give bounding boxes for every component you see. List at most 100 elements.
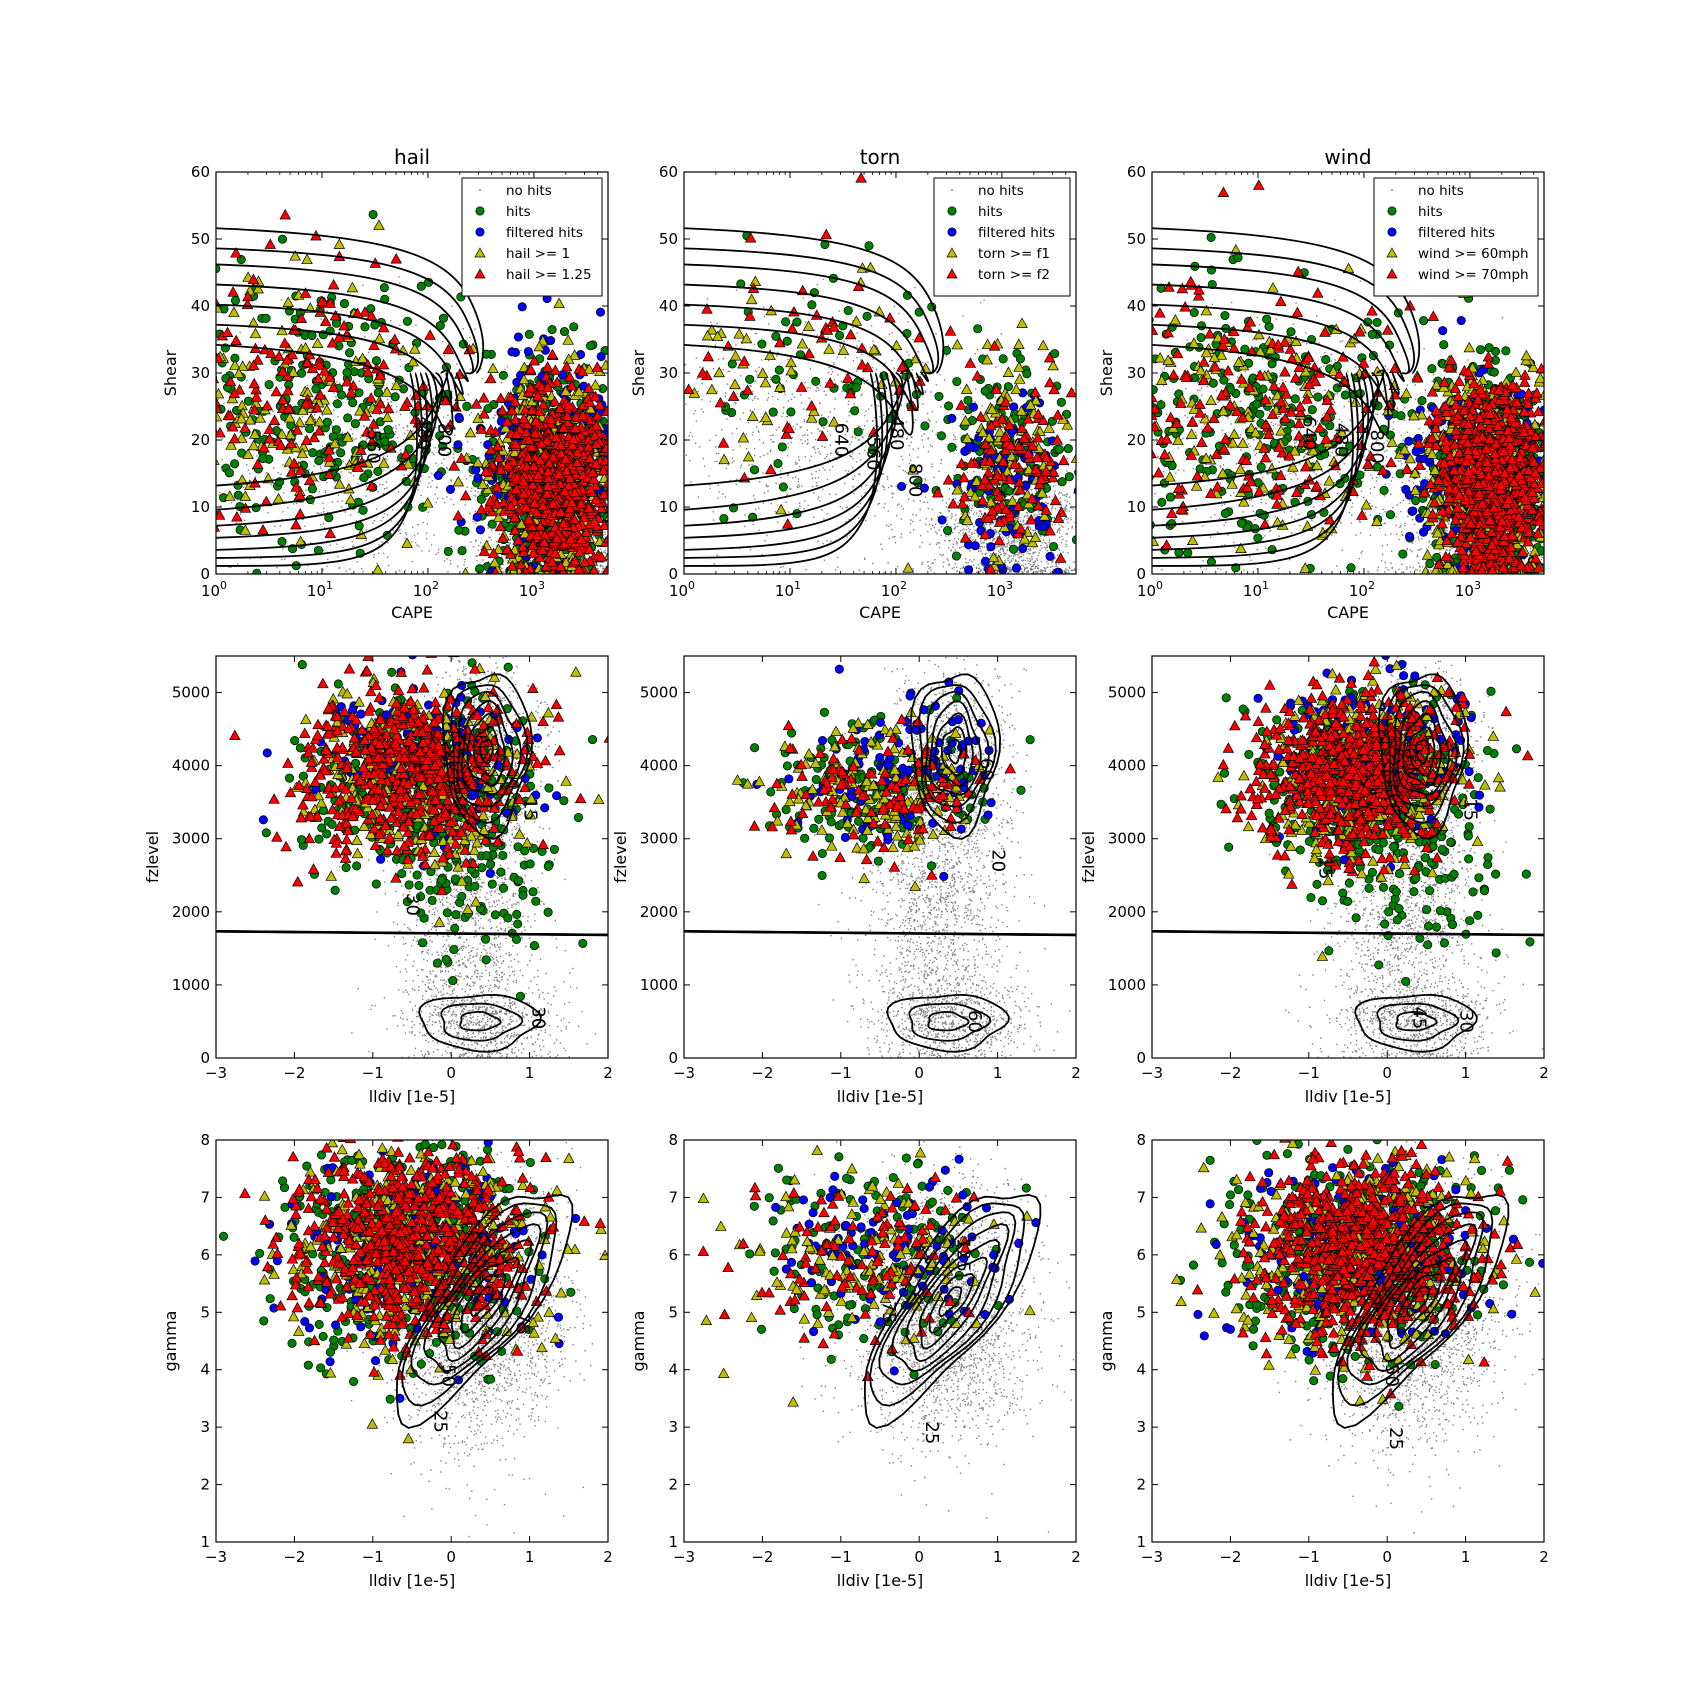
data-point	[336, 448, 346, 458]
data-point	[610, 495, 611, 496]
data-point	[390, 379, 403, 391]
data-point	[223, 402, 225, 405]
data-point	[303, 436, 306, 438]
data-point	[981, 545, 983, 548]
data-point	[316, 512, 318, 514]
data-point	[433, 534, 435, 536]
data-point	[980, 559, 982, 561]
data-point	[609, 569, 610, 570]
data-point	[401, 476, 411, 486]
data-point	[430, 486, 432, 488]
data-point	[382, 402, 395, 414]
data-point	[351, 545, 354, 548]
data-point	[473, 473, 483, 483]
data-point	[382, 516, 384, 519]
data-point	[954, 438, 957, 441]
data-point	[451, 390, 453, 393]
data-point	[1030, 556, 1033, 558]
data-point	[235, 412, 248, 424]
data-point	[227, 286, 239, 297]
data-point	[952, 474, 955, 476]
data-point	[402, 523, 405, 525]
data-point	[583, 502, 595, 513]
data-point	[524, 329, 534, 339]
data-point	[1060, 541, 1062, 544]
data-point	[396, 459, 398, 462]
data-point	[411, 560, 414, 563]
data-point	[553, 468, 565, 480]
y-tick-label: 40	[191, 297, 210, 315]
data-point	[282, 464, 284, 466]
data-point	[508, 446, 521, 457]
data-point	[350, 428, 352, 431]
data-point	[549, 364, 562, 375]
data-point	[1018, 552, 1021, 554]
data-point	[390, 319, 392, 322]
data-point	[1057, 484, 1060, 486]
contour-label: 560	[363, 430, 384, 464]
data-point	[452, 503, 455, 506]
data-point	[246, 464, 248, 466]
data-point	[978, 550, 980, 552]
data-point	[547, 498, 559, 509]
data-point	[497, 553, 499, 555]
data-point	[609, 498, 610, 499]
data-point	[387, 467, 389, 469]
data-point	[480, 441, 482, 444]
data-point	[399, 324, 401, 327]
data-point	[336, 311, 338, 313]
data-point	[362, 469, 365, 471]
data-point	[589, 390, 602, 402]
data-point	[553, 297, 565, 309]
data-point	[284, 558, 286, 560]
contour-line	[216, 227, 485, 374]
data-point	[318, 365, 331, 376]
data-point	[392, 377, 394, 380]
data-point	[1066, 569, 1068, 571]
data-point	[367, 418, 380, 429]
data-point	[353, 545, 355, 547]
data-point	[547, 562, 549, 565]
data-point	[226, 420, 239, 432]
data-point	[921, 541, 923, 544]
data-point	[388, 333, 401, 345]
data-point	[481, 483, 494, 494]
data-point	[321, 469, 324, 472]
data-point	[437, 425, 440, 427]
data-point	[1038, 513, 1040, 515]
data-point	[595, 502, 608, 513]
data-point	[417, 523, 419, 526]
data-point	[251, 503, 261, 513]
data-point	[536, 544, 549, 555]
data-point	[301, 427, 303, 429]
contour-line	[216, 247, 479, 374]
data-point	[542, 465, 554, 477]
data-point	[337, 556, 339, 558]
data-point	[526, 404, 538, 415]
data-point	[254, 412, 267, 423]
data-point	[533, 340, 546, 352]
data-point	[267, 511, 269, 514]
data-point	[308, 431, 320, 443]
data-point	[598, 472, 608, 483]
data-point	[268, 414, 281, 426]
data-point	[1023, 568, 1026, 571]
data-point	[611, 484, 619, 492]
data-point	[338, 319, 350, 331]
data-point	[407, 355, 419, 367]
data-point	[355, 520, 358, 522]
data-point	[277, 537, 287, 547]
data-point	[357, 511, 359, 514]
data-point	[469, 475, 471, 477]
data-point	[376, 508, 378, 510]
data-point	[450, 480, 452, 482]
data-point	[1034, 529, 1036, 532]
data-point	[398, 424, 400, 426]
data-point	[434, 426, 437, 429]
data-point	[999, 533, 1001, 536]
x-tick-label: 101	[307, 579, 333, 600]
data-point	[479, 492, 481, 495]
data-point	[604, 567, 606, 570]
data-point	[250, 391, 263, 402]
data-point	[389, 469, 392, 471]
